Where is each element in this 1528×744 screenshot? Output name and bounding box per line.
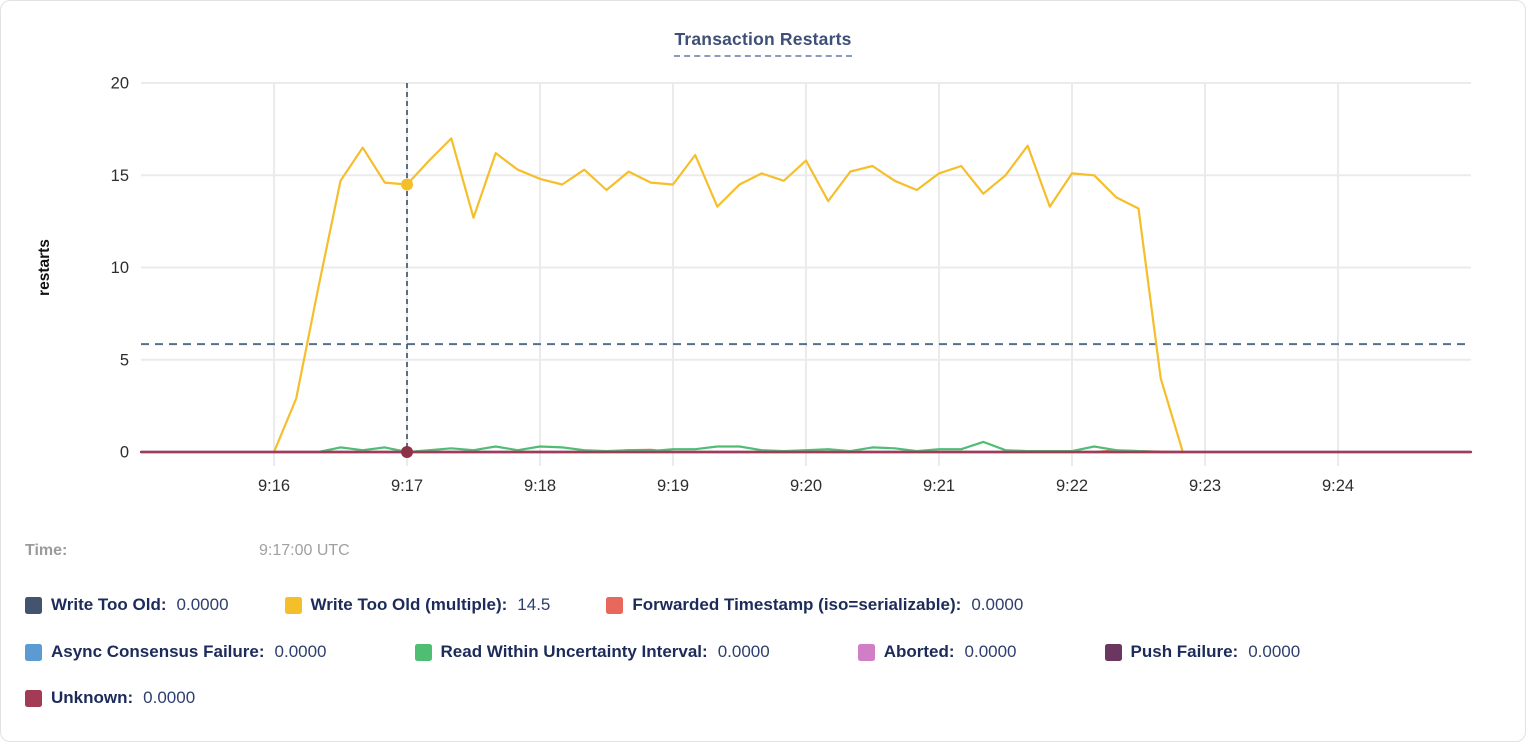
time-value: 9:17:00 UTC — [259, 542, 350, 559]
legend-swatch — [25, 689, 42, 707]
legend-value: 0.0000 — [1248, 642, 1301, 661]
legend-row-3: Unknown: 0.0000 — [1, 685, 1525, 711]
legend-label: Write Too Old: — [51, 595, 167, 614]
legend-label: Aborted: — [883, 642, 955, 661]
legend-value: 0.0000 — [274, 642, 327, 661]
legend-item-write-too-old: Write Too Old: 0.0000 — [25, 595, 229, 615]
legend-swatch — [857, 643, 875, 661]
y-tick-label: 10 — [111, 259, 129, 277]
legend-value: 14.5 — [517, 595, 551, 614]
y-tick-label: 0 — [120, 444, 129, 462]
legend-swatch — [1104, 643, 1122, 661]
legend-swatch — [606, 596, 624, 614]
legend-row-1: Write Too Old: 0.0000 Write Too Old (mul… — [1, 592, 1525, 618]
series-line-write-too-old-multiple — [272, 137, 1184, 454]
x-tick-label: 9:24 — [1322, 477, 1354, 495]
x-tick-label: 9:17 — [391, 477, 423, 495]
hover-dot-baseline — [401, 446, 413, 458]
y-tick-label: 15 — [111, 167, 129, 185]
x-tick-label: 9:19 — [657, 477, 689, 495]
legend-item-push-failure: Push Failure: 0.0000 — [1104, 642, 1301, 662]
legend-swatch — [414, 643, 432, 661]
legend-label: Unknown: — [51, 688, 134, 707]
legend-value: 0.0000 — [176, 595, 229, 614]
y-tick-label: 20 — [111, 75, 129, 93]
x-tick-label: 9:16 — [258, 477, 290, 495]
legend-swatch — [25, 596, 42, 614]
legend-value: 0.0000 — [143, 688, 196, 707]
chart-title[interactable]: Transaction Restarts — [674, 29, 852, 57]
legend-item-async-consensus-failure: Async Consensus Failure: 0.0000 — [25, 642, 327, 662]
legend-item-read-within-uncertainty: Read Within Uncertainty Interval: 0.0000 — [414, 642, 770, 662]
transaction-restarts-chart: 0 5 10 15 20 9:16 9:17 9:18 9:19 9:20 9:21 9:22 9:23… — [36, 75, 1473, 495]
hover-dot-write-too-old-multiple — [401, 178, 413, 191]
legend-item-write-too-old-multiple: Write Too Old (multiple): 14.5 — [284, 595, 551, 615]
x-tick-label: 9:20 — [790, 477, 822, 495]
legend-swatch — [284, 596, 302, 614]
x-tick-label: 9:22 — [1056, 477, 1088, 495]
legend-item-unknown: Unknown: 0.0000 — [25, 688, 195, 708]
y-tick-label: 5 — [120, 351, 129, 369]
legend-label: Forwarded Timestamp (iso=serializable): — [632, 595, 962, 614]
time-label: Time: — [25, 542, 68, 559]
legend-label: Write Too Old (multiple): — [310, 595, 508, 614]
legend-label: Async Consensus Failure: — [51, 642, 265, 661]
legend-swatch — [25, 643, 42, 661]
legend-item-forwarded-timestamp: Forwarded Timestamp (iso=serializable): … — [606, 595, 1023, 615]
chart-plot-area[interactable] — [141, 83, 1471, 452]
legend-value: 0.0000 — [971, 595, 1024, 614]
x-tick-label: 9:23 — [1189, 477, 1221, 495]
legend-item-aborted: Aborted: 0.0000 — [857, 642, 1017, 662]
x-tick-label: 9:18 — [524, 477, 556, 495]
x-tick-label: 9:21 — [923, 477, 955, 495]
hover-time-row: Time: 9:17:00 UTC — [1, 538, 1525, 564]
legend-value: 0.0000 — [717, 642, 770, 661]
legend-value: 0.0000 — [964, 642, 1017, 661]
chart-title-wrap: Transaction Restarts — [1, 29, 1525, 57]
y-axis-label: restarts — [36, 239, 53, 296]
legend-row-2: Async Consensus Failure: 0.0000 Read Wit… — [1, 639, 1525, 665]
legend-label: Read Within Uncertainty Interval: — [440, 642, 708, 661]
legend-label: Push Failure: — [1130, 642, 1239, 661]
